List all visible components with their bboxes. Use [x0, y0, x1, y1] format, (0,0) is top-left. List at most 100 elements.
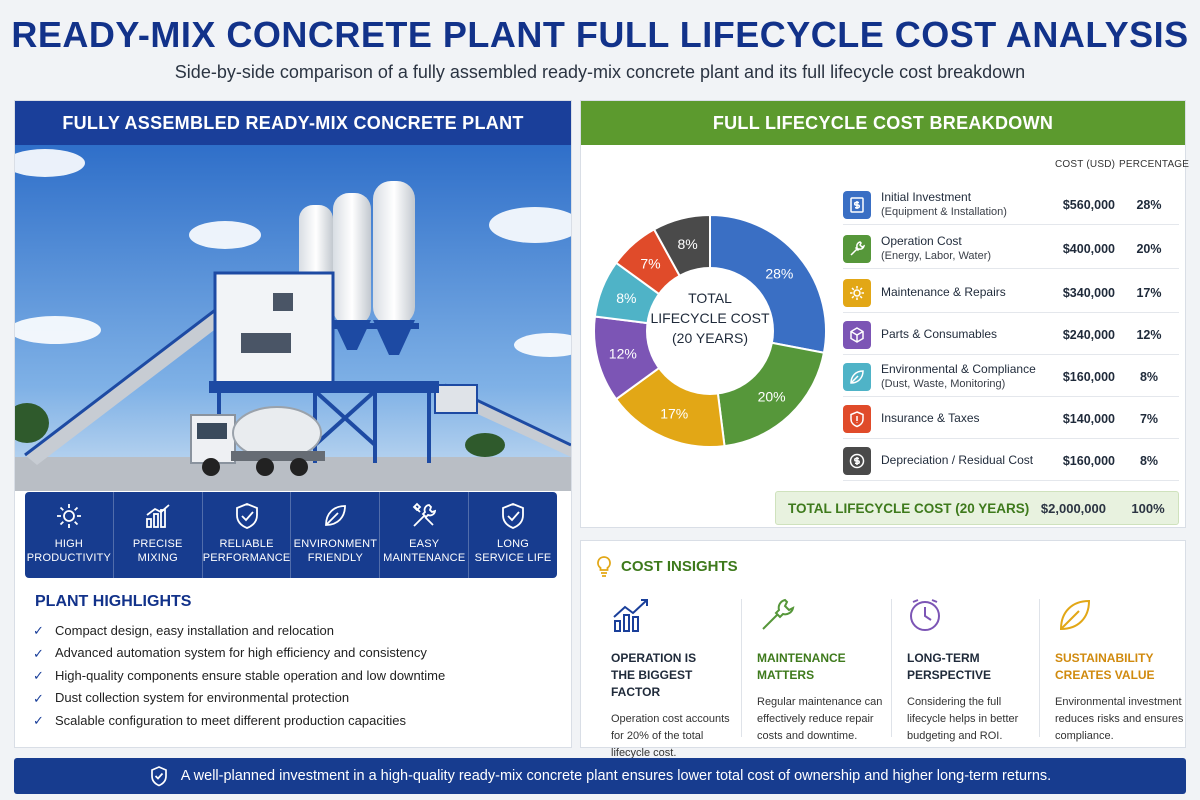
leaf-icon [1059, 599, 1091, 631]
feature-label: EASY MAINTENANCE [383, 538, 466, 564]
highlight-text: Dust collection system for environmental… [55, 690, 350, 706]
donut-slice-label: 7% [640, 255, 660, 271]
checkmark-icon: ✓ [33, 645, 44, 661]
cost-percentage: 12% [1136, 327, 1162, 342]
document-dollar-icon [843, 190, 871, 219]
feature-label: PRECISE MIXING [132, 538, 183, 564]
cube-icon [843, 320, 871, 349]
donut-slice-label: 8% [678, 236, 698, 252]
cost-name: Depreciation / Residual Cost [881, 453, 1034, 467]
cost-name: Operation Cost [881, 233, 962, 248]
total-cost: $2,000,000 [1040, 500, 1106, 516]
insight-head: MAINTENANCE MATTERS [757, 651, 846, 682]
feature-environment-friendly: ENVIRONMENT FRIENDLY [291, 492, 381, 578]
donut-center-line-3: (20 YEARS) [672, 330, 748, 346]
insight-body: Regular maintenance can effectively redu… [757, 696, 883, 742]
wrench-icon [843, 234, 871, 263]
highlights-title: PLANT HIGHLIGHTS [35, 593, 192, 610]
cost-name: Insurance & Taxes [881, 411, 980, 425]
insight-body: Considering the full lifecycle helps in … [907, 696, 1019, 742]
checkmark-icon: ✓ [33, 713, 44, 729]
cost-value: $140,000 [1062, 411, 1115, 426]
cost-sub: (Energy, Labor, Water) [881, 249, 992, 262]
gear-icon [56, 504, 81, 528]
total-lifecycle-row: TOTAL LIFECYCLE COST (20 YEARS) $2,000,0… [775, 491, 1179, 525]
cost-breakdown-panel: FULL LIFECYCLE COST BREAKDOWN 28% 20% 17% 1… [580, 100, 1189, 528]
donut-slice-label: 8% [616, 290, 636, 306]
cost-percentage: 28% [1136, 197, 1162, 212]
highlights-list: ✓ Compact design, easy installation and r… [33, 619, 445, 732]
clock-icon [910, 599, 940, 631]
highlight-item: ✓ Dust collection system for environmenta… [33, 687, 445, 710]
insight-head: SUSTAINABILITY CREATES VALUE [1055, 651, 1155, 682]
feature-label: ENVIRONMENT FRIENDLY [293, 538, 378, 564]
insight-head: OPERATION IS THE BIGGEST FACTOR [611, 651, 697, 699]
insight-sustainability: SUSTAINABILITY CREATES VALUE Environment… [1039, 597, 1187, 742]
insights-title-text: COST INSIGHTS [621, 557, 738, 575]
highlight-item: ✓ Scalable configuration to meet differen… [33, 709, 445, 732]
cost-value: $400,000 [1062, 241, 1115, 256]
insight-head: LONG-TERM PERSPECTIVE [907, 651, 992, 682]
checkmark-icon: ✓ [33, 668, 44, 684]
footer-text: A well-planned investment in a high-qual… [180, 768, 1052, 784]
donut-slice-label: 20% [758, 389, 786, 405]
cost-row-maintenance: Maintenance & Repairs $340,000 17% [843, 273, 1179, 313]
cost-value: $560,000 [1062, 197, 1115, 212]
feature-precise-mixing: PRECISE MIXING [114, 492, 203, 578]
donut-center-line-2: LIFECYCLE COST [650, 310, 769, 326]
insight-maintenance: MAINTENANCE MATTERS Regular maintenance … [741, 597, 889, 742]
highlight-item: ✓ Compact design, easy installation and r… [33, 619, 445, 642]
cost-name: Environmental & Compliance [881, 361, 1036, 376]
page-subtitle: Side-by-side comparison of a fully assem… [174, 62, 1026, 82]
feature-long-service-life: LONG SERVICE LIFE [469, 492, 557, 578]
shield-icon [843, 404, 871, 433]
shield-check-icon [502, 503, 524, 529]
cost-name: Initial Investment [881, 189, 972, 204]
cost-name: Parts & Consumables [881, 327, 998, 341]
total-percentage: 100% [1131, 500, 1165, 516]
feature-label: HIGH PRODUCTIVITY [26, 538, 112, 564]
highlight-text: Compact design, easy installation and re… [55, 622, 334, 638]
donut-slice-label: 12% [609, 345, 637, 361]
checkmark-icon: ✓ [33, 690, 44, 706]
insight-body: Environmental investment reduces risks a… [1055, 696, 1184, 742]
feature-easy-maintenance: EASY MAINTENANCE [380, 492, 470, 578]
feature-high-productivity: HIGH PRODUCTIVITY [25, 492, 114, 578]
cost-percentage: 20% [1136, 241, 1162, 256]
cost-row-parts: Parts & Consumables $240,000 12% [843, 315, 1179, 355]
lightbulb-icon [597, 556, 611, 577]
highlight-item: ✓ Advanced automation system for high eff… [33, 642, 445, 665]
highlight-item: ✓ High-quality components ensure stable o… [33, 664, 445, 687]
feature-bar: HIGH PRODUCTIVITY PRECISE MIXING RELIABL… [25, 492, 557, 578]
donut-hole [646, 267, 774, 395]
tools-icon [412, 502, 437, 527]
insight-operation: OPERATION IS THE BIGGEST FACTOR Operatio… [595, 597, 743, 759]
divider [741, 599, 742, 737]
cost-percentage: 7% [1139, 411, 1159, 426]
donut-center-line-1: TOTAL [688, 290, 732, 306]
highlight-text: High-quality components ensure stable op… [55, 667, 446, 683]
cost-panel-title: FULL LIFECYCLE COST BREAKDOWN [581, 101, 1185, 145]
wrench-icon [762, 598, 795, 630]
cost-sub: (Dust, Waste, Monitoring) [881, 377, 1006, 390]
cost-row-insurance: Insurance & Taxes $140,000 7% [843, 399, 1179, 439]
checkmark-icon: ✓ [33, 623, 44, 639]
cost-value: $160,000 [1062, 453, 1115, 468]
coin-icon [843, 446, 871, 475]
cost-percentage: 17% [1136, 285, 1162, 300]
trend-up-icon [613, 599, 648, 632]
shield-check-icon [235, 503, 258, 529]
cost-percentage: 8% [1139, 453, 1159, 468]
cost-value: $340,000 [1062, 285, 1115, 300]
plant-panel: FULLY ASSEMBLED READY-MIX CONCRETE PLANT [14, 100, 572, 748]
gear-icon [843, 278, 871, 307]
bar-chart-icon [145, 504, 170, 528]
feature-label: RELIABLE PERFORMANCE [202, 538, 291, 564]
insight-body: Operation cost accounts for 20% of the t… [611, 713, 730, 759]
cost-value: $240,000 [1062, 327, 1115, 342]
divider [891, 599, 892, 737]
plant-photo [15, 145, 571, 491]
cost-sub: (Equipment & Installation) [881, 205, 1007, 218]
cost-row-operation: Operation Cost (Energy, Labor, Water) $40… [843, 229, 1179, 269]
col-head-cost: COST (USD) [1055, 159, 1116, 170]
